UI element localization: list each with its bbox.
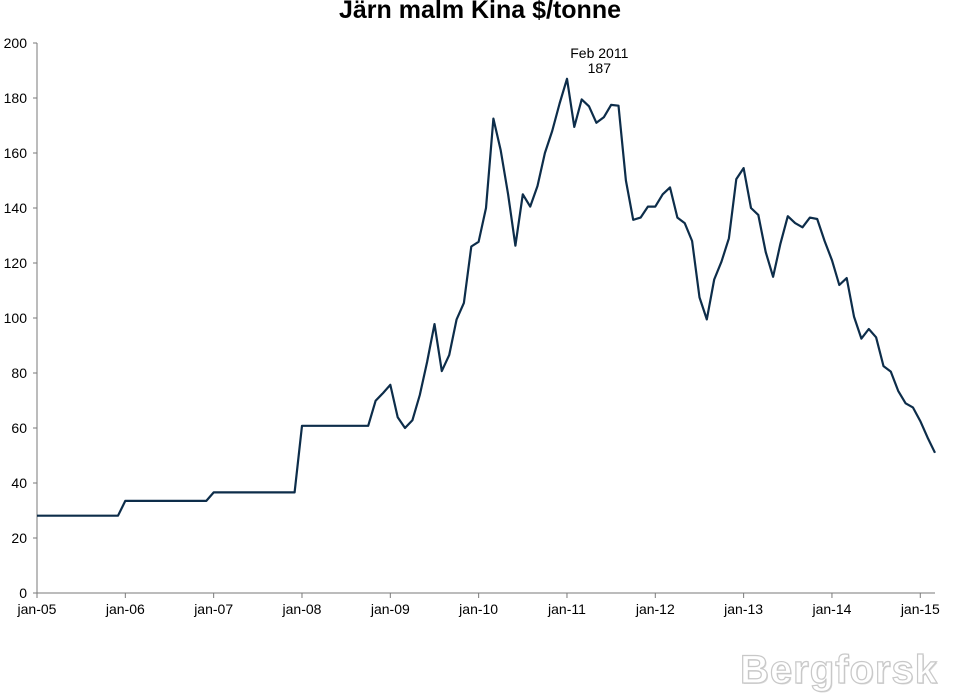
x-tick-label: jan-13 bbox=[723, 601, 763, 617]
y-axis-ticks: 0 20 40 60 80 100 120 140 160 180 200 bbox=[4, 35, 37, 601]
x-axis-ticks: jan-05 jan-06 jan-07 jan-08 jan-09 jan-10 jan-… bbox=[17, 593, 940, 617]
chart-axes bbox=[36, 43, 935, 594]
y-tick-label: 140 bbox=[4, 200, 28, 216]
y-tick-label: 80 bbox=[11, 365, 27, 381]
y-tick-label: 180 bbox=[4, 90, 28, 106]
x-tick-label: jan-15 bbox=[900, 601, 940, 617]
y-tick-label: 40 bbox=[11, 475, 27, 491]
series-line bbox=[37, 77, 936, 517]
y-tick-label: 100 bbox=[4, 310, 28, 326]
x-tick-label: jan-11 bbox=[547, 601, 586, 617]
y-tick-label: 200 bbox=[4, 35, 28, 51]
y-tick-label: 120 bbox=[4, 255, 28, 271]
x-tick-label: jan-12 bbox=[635, 601, 675, 617]
x-tick-label: jan-14 bbox=[811, 601, 851, 617]
x-tick-label: jan-09 bbox=[370, 601, 410, 617]
chart-title: Järn malm Kina $/tonne bbox=[338, 0, 622, 24]
x-tick-label: jan-07 bbox=[193, 601, 233, 617]
series-lines bbox=[37, 77, 936, 517]
x-tick-label: jan-06 bbox=[105, 601, 145, 617]
x-tick-label: jan-05 bbox=[17, 601, 57, 617]
y-tick-label: 160 bbox=[4, 145, 28, 161]
annotation-date: Feb 2011 bbox=[570, 45, 628, 61]
y-tick-label: 60 bbox=[11, 420, 27, 436]
y-tick-label: 20 bbox=[11, 530, 27, 546]
annotation-value: 187 bbox=[588, 60, 612, 76]
y-tick-label: 0 bbox=[19, 585, 27, 601]
x-tick-label: jan-08 bbox=[282, 601, 322, 617]
watermark-logo: Bergforsk bbox=[739, 647, 938, 692]
x-tick-label: jan-10 bbox=[458, 601, 498, 617]
